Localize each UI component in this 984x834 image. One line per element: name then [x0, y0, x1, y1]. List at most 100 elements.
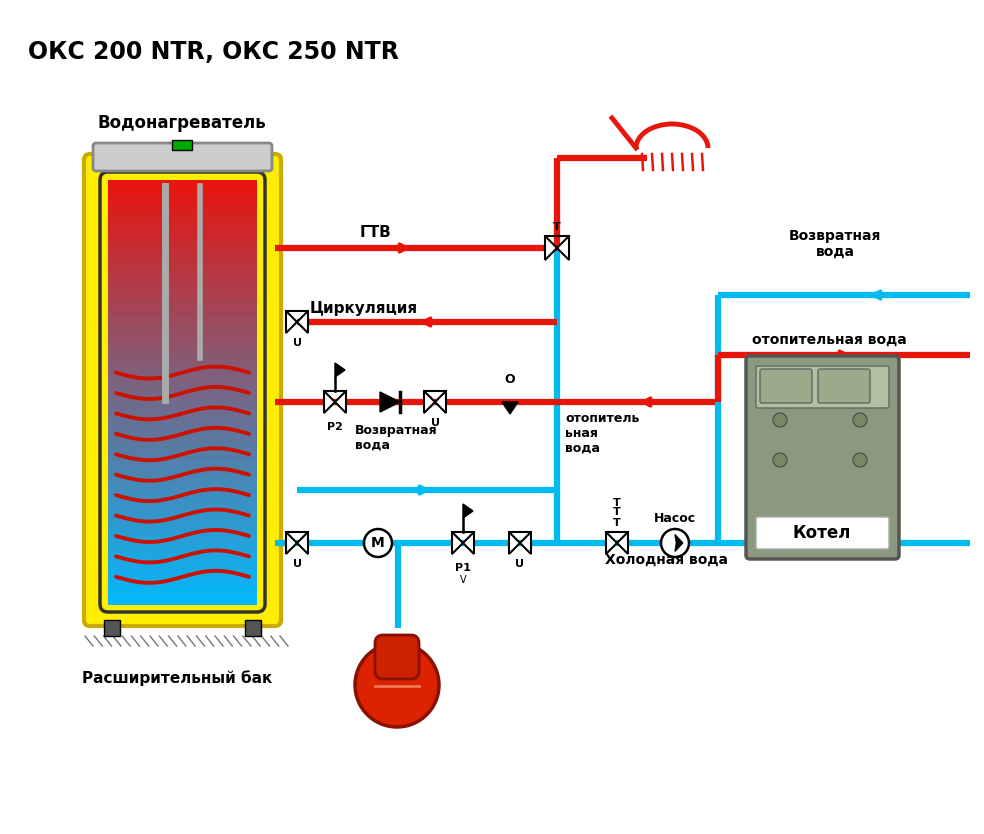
Bar — [108, 392, 257, 401]
Bar — [108, 451, 257, 461]
Polygon shape — [324, 391, 335, 413]
Bar — [108, 510, 257, 520]
Bar — [245, 620, 261, 636]
Bar — [108, 469, 257, 478]
FancyBboxPatch shape — [760, 369, 812, 403]
Polygon shape — [675, 535, 683, 551]
Bar — [108, 239, 257, 249]
FancyBboxPatch shape — [84, 154, 281, 626]
Polygon shape — [286, 532, 297, 554]
Bar — [108, 256, 257, 266]
Bar — [108, 553, 257, 563]
Bar — [104, 620, 120, 636]
Polygon shape — [463, 504, 473, 518]
Polygon shape — [435, 391, 446, 413]
Bar — [108, 188, 257, 198]
Text: Возвратная
вода: Возвратная вода — [355, 424, 438, 452]
Bar — [108, 570, 257, 580]
Bar — [108, 180, 257, 189]
Polygon shape — [545, 236, 557, 260]
Bar — [108, 358, 257, 368]
Polygon shape — [286, 311, 297, 333]
Polygon shape — [424, 391, 435, 413]
Polygon shape — [502, 402, 518, 414]
Polygon shape — [297, 311, 308, 333]
Polygon shape — [463, 532, 474, 554]
Bar — [108, 418, 257, 427]
Polygon shape — [297, 532, 308, 554]
Circle shape — [773, 453, 787, 467]
Text: P1: P1 — [455, 563, 471, 573]
Bar — [108, 579, 257, 588]
FancyBboxPatch shape — [746, 356, 899, 559]
Bar — [108, 443, 257, 452]
FancyBboxPatch shape — [756, 517, 889, 549]
Bar — [172, 140, 192, 150]
Polygon shape — [335, 363, 345, 377]
Bar — [108, 384, 257, 393]
Circle shape — [773, 413, 787, 427]
Text: ОКС 200 NTR, ОКС 250 NTR: ОКС 200 NTR, ОКС 250 NTR — [28, 40, 399, 64]
Bar — [108, 205, 257, 215]
Bar — [108, 536, 257, 545]
Bar — [108, 299, 257, 309]
Bar — [108, 400, 257, 410]
Bar — [108, 341, 257, 350]
Text: Циркуляция: Циркуляция — [310, 301, 418, 316]
Text: V: V — [460, 575, 466, 585]
Bar — [108, 324, 257, 334]
Bar — [108, 367, 257, 376]
Bar — [108, 435, 257, 444]
Bar — [108, 587, 257, 596]
Circle shape — [355, 643, 439, 727]
Text: ГТВ: ГТВ — [360, 225, 392, 240]
Text: Расширительный бак: Расширительный бак — [82, 671, 273, 686]
Bar — [108, 349, 257, 359]
Text: T: T — [613, 498, 621, 508]
Bar — [108, 333, 257, 342]
Bar — [108, 460, 257, 470]
Text: Котел: Котел — [793, 524, 851, 542]
Polygon shape — [509, 532, 520, 554]
Bar — [108, 477, 257, 486]
Bar — [108, 274, 257, 283]
Bar — [108, 316, 257, 325]
Circle shape — [661, 529, 689, 557]
Bar — [108, 197, 257, 207]
Bar — [108, 485, 257, 495]
Text: O: O — [505, 373, 516, 386]
Text: T: T — [613, 507, 621, 517]
FancyBboxPatch shape — [375, 635, 419, 679]
Bar — [108, 375, 257, 384]
Bar — [108, 494, 257, 503]
Bar — [108, 528, 257, 537]
Polygon shape — [617, 532, 628, 554]
Bar — [108, 502, 257, 512]
Text: U: U — [292, 338, 301, 348]
Bar — [108, 595, 257, 605]
Bar — [108, 545, 257, 554]
Text: P2: P2 — [327, 422, 343, 432]
Polygon shape — [520, 532, 531, 554]
Text: U: U — [516, 559, 524, 569]
Text: Возвратная
вода: Возвратная вода — [789, 229, 882, 259]
Bar — [108, 409, 257, 419]
Bar — [108, 231, 257, 240]
Circle shape — [853, 413, 867, 427]
Bar — [108, 520, 257, 529]
Text: отопитель
ьная
вода: отопитель ьная вода — [565, 412, 640, 455]
Text: T: T — [613, 518, 621, 528]
Circle shape — [853, 453, 867, 467]
FancyBboxPatch shape — [93, 143, 272, 171]
Text: Холодная вода: Холодная вода — [605, 553, 728, 567]
Polygon shape — [380, 392, 400, 412]
Circle shape — [364, 529, 392, 557]
Text: U: U — [431, 418, 440, 428]
Bar — [108, 223, 257, 232]
Polygon shape — [606, 532, 617, 554]
FancyBboxPatch shape — [818, 369, 870, 403]
Text: U: U — [292, 559, 301, 569]
Bar — [108, 561, 257, 571]
Text: отопительная вода: отопительная вода — [752, 333, 906, 347]
Polygon shape — [452, 532, 463, 554]
